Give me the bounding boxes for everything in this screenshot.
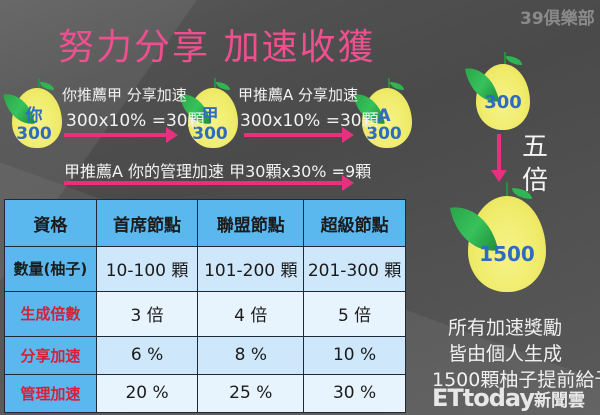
- watermark-suffix: 新聞雲: [534, 391, 586, 411]
- table-row: 分享加速 6 % 8 % 10 %: [4, 335, 406, 375]
- fruit-value: 300: [366, 124, 402, 144]
- table-cell: 20 %: [95, 373, 199, 414]
- pomelo-icon-300: 300: [464, 52, 532, 132]
- side-text-line2: 皆由個人生成: [448, 343, 563, 365]
- table-cell: 25 %: [197, 373, 305, 414]
- arrow-right-icon: [64, 175, 354, 191]
- pomelo-icon-a: A 300: [353, 78, 414, 150]
- step1-calc: 300x10% =30顆: [66, 111, 205, 131]
- table-cell: 5 倍: [303, 290, 406, 337]
- node-table: 資格 首席節點 聯盟節點 超級節點 數量(柚子) 10-100 顆 101-20…: [4, 199, 406, 414]
- table-cell: 8 %: [197, 335, 305, 375]
- side-text-line1: 所有加速獎勵: [448, 317, 563, 339]
- row-label: 管理加速: [4, 373, 97, 414]
- multiplier-label-1: 五: [522, 132, 549, 162]
- row-label: 分享加速: [4, 335, 97, 375]
- row-label: 數量(柚子): [4, 246, 97, 292]
- table-cell: 4 倍: [197, 290, 305, 337]
- column-header: 聯盟節點: [197, 199, 305, 247]
- step2-calc: 300x10% =30顆: [240, 111, 379, 131]
- table-cell: 30 %: [303, 373, 406, 414]
- pomelo-icon-you: 你 300: [3, 78, 64, 150]
- column-header: 首席節點: [95, 199, 199, 247]
- fruit-value: 300: [484, 92, 522, 113]
- fruit-value: 300: [192, 124, 228, 144]
- arrow-right-icon: [244, 127, 354, 143]
- table-cell: 10 %: [303, 335, 406, 375]
- table-header-row: 資格 首席節點 聯盟節點 超級節點: [4, 199, 406, 247]
- step1-label: 你推薦甲 分享加速: [62, 86, 187, 104]
- table-row: 生成倍數 3 倍 4 倍 5 倍: [4, 290, 406, 337]
- row-label: 生成倍數: [4, 290, 97, 337]
- watermark: ETtoday新聞雲: [432, 384, 585, 412]
- page-title: 努力分享 加速收獲: [58, 27, 376, 68]
- arrow-down-icon: [491, 134, 507, 182]
- fruit-name: 甲: [201, 106, 219, 126]
- table-cell: 201-300 顆: [303, 246, 406, 292]
- step2-label: 甲推薦A 分享加速: [238, 86, 359, 104]
- table-cell: 101-200 顆: [197, 246, 305, 292]
- column-header: 超級節點: [303, 199, 406, 247]
- fruit-name: 你: [25, 106, 43, 126]
- table-cell: 6 %: [95, 335, 199, 375]
- side-text-line3: 1500顆柚子提前給予: [432, 369, 600, 391]
- table-row: 管理加速 20 % 25 % 30 %: [4, 373, 406, 414]
- brand-logo: 39俱樂部: [520, 9, 595, 29]
- fruit-value: 1500: [479, 242, 535, 266]
- step3-label: 甲推薦A 你的管理加速 甲30顆x30% =9顆: [64, 162, 372, 181]
- watermark-main: ETtoday: [432, 384, 535, 412]
- fruit-value: 300: [16, 124, 52, 144]
- column-header: 資格: [4, 199, 97, 247]
- table-row: 數量(柚子) 10-100 顆 101-200 顆 201-300 顆: [4, 246, 406, 292]
- pomelo-icon-1500: 1500: [449, 182, 548, 294]
- table-cell: 10-100 顆: [95, 246, 199, 292]
- arrow-right-icon: [64, 127, 178, 143]
- table-cell: 3 倍: [95, 290, 199, 337]
- fruit-name: A: [377, 106, 391, 126]
- pomelo-icon-jia: 甲 300: [179, 78, 240, 150]
